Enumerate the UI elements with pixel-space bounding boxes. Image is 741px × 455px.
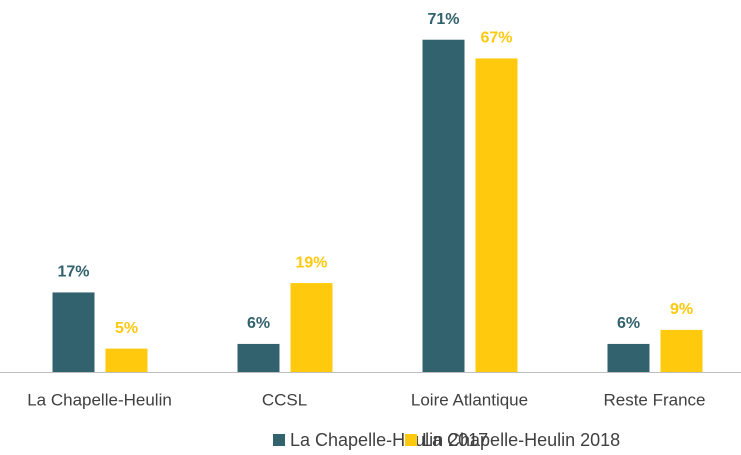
data-label: 19% <box>295 254 327 271</box>
data-label: 6% <box>247 315 270 332</box>
data-label: 6% <box>617 315 640 332</box>
bar <box>607 343 650 372</box>
data-label: 67% <box>480 30 512 47</box>
bar <box>475 58 518 372</box>
legend-label: La Chapelle-Heulin 2017 <box>290 430 488 450</box>
bar <box>660 329 703 372</box>
x-tick-label: La Chapelle-Heulin <box>27 390 172 409</box>
data-label: 71% <box>427 11 459 28</box>
legend-swatch <box>405 434 417 446</box>
data-label: 17% <box>57 264 89 281</box>
bar <box>105 348 148 372</box>
x-tick-label: Reste France <box>603 390 705 409</box>
bar <box>422 39 465 372</box>
data-label: 5% <box>115 320 138 337</box>
x-tick-label: CCSL <box>262 390 307 409</box>
data-label: 9% <box>670 301 693 318</box>
bar <box>237 343 280 372</box>
x-tick-label: Loire Atlantique <box>411 390 528 409</box>
legend-label: La Chapelle-Heulin 2018 <box>422 430 620 450</box>
legend-swatch <box>273 434 285 446</box>
bar <box>290 283 333 372</box>
bar <box>52 292 95 372</box>
